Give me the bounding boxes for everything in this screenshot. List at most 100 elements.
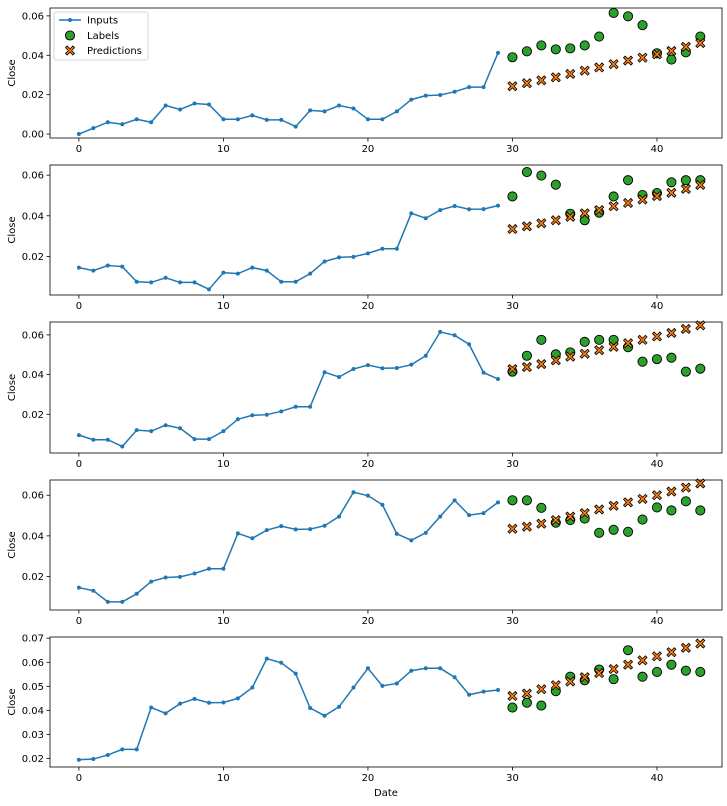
inputs-point — [481, 370, 486, 375]
plot-frame — [49, 7, 723, 139]
inputs-point — [380, 117, 385, 122]
inputs-point — [293, 279, 298, 284]
inputs-point — [192, 280, 197, 285]
inputs-point — [120, 444, 125, 449]
inputs-point — [91, 437, 96, 442]
inputs-point — [423, 666, 428, 671]
predictions-point — [666, 486, 677, 497]
x-tick-label: 0 — [76, 616, 82, 627]
labels-point — [521, 697, 532, 708]
labels-point — [579, 336, 590, 347]
labels-point — [695, 505, 706, 516]
predictions-point — [622, 55, 634, 66]
inputs-point — [394, 246, 399, 251]
labels-point — [579, 215, 590, 226]
predictions-point — [680, 323, 691, 335]
inputs-point — [264, 268, 269, 273]
x-tick-label: 10 — [217, 144, 230, 155]
y-axis-label: Close — [7, 374, 18, 401]
inputs-point — [149, 429, 154, 434]
inputs-series-line — [78, 331, 499, 448]
inputs-point — [206, 287, 211, 292]
inputs-point — [149, 579, 154, 584]
inputs-point — [337, 514, 342, 519]
inputs-point — [235, 271, 240, 276]
y-axis-label: Close — [7, 216, 18, 243]
labels-point — [666, 659, 677, 670]
inputs-point — [438, 329, 443, 334]
inputs-point — [423, 530, 428, 535]
x-tick-label: 30 — [506, 144, 519, 155]
labels-point — [680, 175, 691, 186]
predictions-point — [594, 504, 605, 515]
inputs-point — [293, 124, 298, 129]
inputs-point — [235, 117, 240, 122]
labels-point — [608, 334, 619, 345]
labels-point — [579, 40, 590, 51]
inputs-point — [91, 126, 96, 131]
labels-point — [521, 495, 532, 506]
y-tick-label: 0.03 — [22, 730, 44, 741]
labels-point — [608, 524, 619, 535]
labels-point — [594, 334, 605, 345]
predictions-point — [521, 521, 532, 532]
x-tick-label: 20 — [362, 616, 375, 627]
inputs-point — [380, 246, 385, 251]
inputs-point — [178, 280, 183, 285]
inputs-point — [134, 279, 139, 284]
predictions-point — [637, 655, 648, 666]
inputs-point — [120, 122, 125, 127]
predictions-point — [608, 201, 619, 212]
x-tick-label: 40 — [651, 144, 664, 155]
inputs-point — [452, 89, 457, 94]
labels-point — [507, 52, 518, 63]
labels-point — [507, 702, 518, 713]
inputs-point — [163, 711, 168, 716]
x-tick-label: 10 — [217, 773, 230, 784]
inputs-point — [438, 208, 443, 213]
predictions-point — [579, 348, 590, 359]
labels-point — [695, 666, 706, 677]
predictions-point — [608, 59, 619, 70]
predictions-point — [536, 75, 547, 86]
predictions-point — [579, 672, 590, 683]
inputs-point — [351, 490, 356, 495]
predictions-point — [637, 52, 648, 63]
inputs-point — [178, 701, 183, 706]
inputs-point — [221, 566, 226, 571]
inputs-point — [120, 264, 125, 269]
predictions-point — [521, 361, 532, 373]
inputs-point — [467, 342, 472, 347]
predictions-point — [550, 680, 561, 691]
x-tick-label: 20 — [362, 301, 375, 312]
x-tick-label: 0 — [76, 459, 82, 470]
inputs-point — [365, 363, 370, 368]
predictions-point — [536, 218, 547, 229]
labels-point — [536, 700, 547, 711]
inputs-series-line — [78, 491, 499, 603]
inputs-point — [163, 103, 168, 108]
predictions-point — [536, 518, 547, 529]
inputs-point — [134, 747, 139, 752]
inputs-point — [481, 511, 486, 516]
chart-panel-1: 0 10 20 30 40 0.00 0.02 0.04 0.06 Close Inputs Labe… — [7, 7, 723, 155]
inputs-point — [192, 437, 197, 442]
predictions-point — [521, 221, 532, 232]
labels-point — [666, 352, 677, 363]
inputs-point — [351, 254, 356, 259]
inputs-point — [394, 681, 399, 686]
labels-point — [623, 526, 634, 537]
inputs-point — [221, 700, 226, 705]
inputs-point — [496, 687, 500, 692]
inputs-point — [163, 275, 168, 280]
inputs-point — [279, 524, 284, 529]
predictions-point — [637, 194, 648, 205]
predictions-point — [507, 81, 518, 92]
y-tick-label: 0.02 — [22, 754, 44, 765]
legend-predictions-label: Predictions — [87, 46, 142, 57]
predictions-point — [622, 197, 634, 209]
labels-point — [507, 495, 518, 506]
labels-point — [666, 177, 677, 188]
labels-point — [536, 502, 547, 513]
inputs-point — [149, 120, 154, 125]
